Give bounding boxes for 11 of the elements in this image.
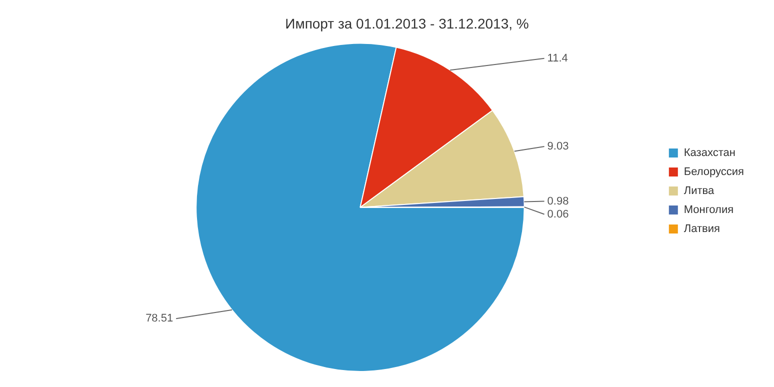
legend-label: Белоруссия	[684, 166, 744, 178]
data-label: 9.03	[547, 140, 569, 153]
legend-label: Монголия	[684, 204, 734, 216]
legend-label: Латвия	[684, 223, 720, 236]
legend-label: Казахстан	[684, 147, 736, 160]
data-label: 0.06	[547, 208, 569, 220]
chart-title: Импорт за 01.01.2013 - 31.12.2013, %	[285, 15, 529, 32]
data-label: 11.4	[547, 52, 568, 64]
legend-label: Литва	[684, 185, 716, 198]
data-label: 78.51	[146, 312, 174, 325]
data-label: 0.98	[547, 195, 569, 208]
